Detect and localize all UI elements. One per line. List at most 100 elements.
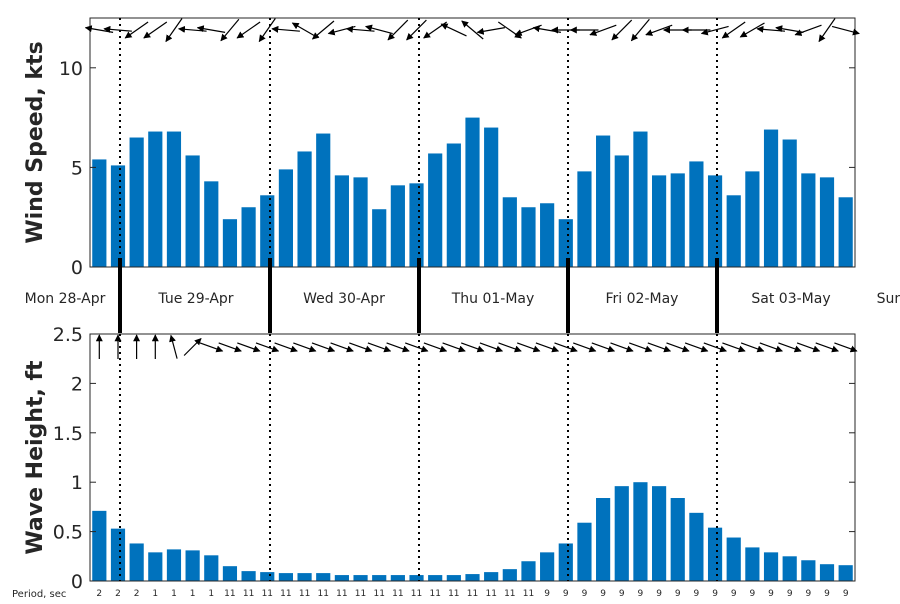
day-label: Thu 01-May xyxy=(451,291,535,307)
wind-bar xyxy=(428,153,443,267)
wave-direction-arrow xyxy=(237,342,261,353)
wave-bar xyxy=(110,528,126,581)
wind-ytick-label: 0 xyxy=(71,257,83,279)
wind-bar xyxy=(372,209,387,267)
wave-direction-arrow xyxy=(796,342,821,353)
wave-ytick-label: 1 xyxy=(71,472,83,494)
period-value: 9 xyxy=(656,589,662,599)
period-value: 2 xyxy=(134,589,140,599)
period-value: 2 xyxy=(96,589,102,599)
wave-direction-arrow xyxy=(591,342,616,353)
wave-direction-arrow xyxy=(628,342,653,353)
wind-bar xyxy=(782,139,797,267)
wave-bar xyxy=(819,564,835,581)
period-value: 11 xyxy=(448,589,459,599)
wave-bar xyxy=(558,543,573,581)
wind-bar xyxy=(763,129,779,267)
wind-direction-arrow xyxy=(220,18,240,42)
wave-bar xyxy=(838,565,853,581)
wave-direction-arrow xyxy=(535,342,560,353)
wave-direction-arrow xyxy=(479,342,504,353)
wind-direction-arrow xyxy=(271,25,300,33)
wave-bar xyxy=(297,573,312,581)
wind-bar xyxy=(689,161,704,267)
period-value: 11 xyxy=(224,589,235,599)
wind-direction-arrow xyxy=(794,24,822,36)
period-value: 1 xyxy=(152,589,158,599)
wave-bar xyxy=(614,486,629,581)
period-value: 11 xyxy=(336,589,347,599)
wind-bar xyxy=(278,169,293,267)
day-label: Mon 28-Apr xyxy=(25,291,106,307)
wave-direction-arrow xyxy=(404,342,429,353)
wind-bar xyxy=(316,133,331,267)
wave-bar xyxy=(129,543,144,581)
wind-bar xyxy=(819,177,835,267)
wave-bar xyxy=(166,549,182,581)
wind-direction-arrow xyxy=(124,21,149,39)
wind-direction-arrow xyxy=(476,27,506,35)
period-value: 9 xyxy=(675,589,681,599)
wind-direction-arrow xyxy=(387,19,409,41)
wind-bar xyxy=(838,197,853,267)
wave-direction-arrow xyxy=(778,342,802,353)
period-label: Period, sec xyxy=(12,589,66,600)
wave-direction-arrow xyxy=(759,342,783,353)
wind-bar xyxy=(577,171,592,267)
wave-bar xyxy=(540,552,555,581)
wave-bar xyxy=(428,575,443,581)
wave-bar xyxy=(92,510,107,581)
wind-direction-arrow xyxy=(721,21,746,39)
wind-direction-arrow xyxy=(818,18,836,43)
period-value: 11 xyxy=(373,589,384,599)
wind-bar xyxy=(596,135,611,267)
wind-bar xyxy=(652,175,667,267)
wind-bar xyxy=(353,177,368,267)
wave-ytick-label: 1.5 xyxy=(53,423,83,445)
period-value: 11 xyxy=(429,589,440,599)
wind-bar xyxy=(204,181,219,267)
wind-bar xyxy=(148,131,163,267)
wind-bar xyxy=(726,195,741,267)
wave-bar xyxy=(316,573,331,581)
wave-direction-arrow xyxy=(255,342,280,353)
wave-bar xyxy=(334,575,349,581)
wind-direction-arrow xyxy=(497,21,522,39)
wave-bar xyxy=(763,552,779,581)
wind-direction-arrow xyxy=(406,19,427,41)
wind-bar xyxy=(670,173,685,267)
wind-bar xyxy=(465,117,480,267)
period-value: 11 xyxy=(504,589,515,599)
wave-direction-arrow xyxy=(293,342,317,353)
wave-direction-arrow xyxy=(199,342,224,353)
wave-bar xyxy=(502,569,517,581)
wave-ytick-label: 2 xyxy=(71,373,83,395)
wind-direction-arrow xyxy=(775,25,804,33)
wind-direction-arrow xyxy=(700,25,729,36)
wave-direction-arrow xyxy=(442,342,466,353)
wave-bar xyxy=(801,560,816,581)
period-value: 11 xyxy=(355,589,366,599)
wave-direction-arrow xyxy=(684,342,709,353)
wind-direction-arrow xyxy=(291,22,317,38)
wave-bar xyxy=(390,575,405,581)
wind-direction-arrow xyxy=(440,23,467,37)
wave-bar xyxy=(260,572,275,581)
wave-bar xyxy=(745,547,760,581)
wind-direction-arrow xyxy=(365,24,393,35)
wave-bar xyxy=(782,556,797,581)
period-value: 1 xyxy=(190,589,196,599)
wave-direction-arrow xyxy=(554,342,578,353)
day-label: Sun xyxy=(877,291,900,307)
wave-direction-arrow xyxy=(349,342,373,353)
wind-axes-box xyxy=(89,17,856,268)
wind-bar xyxy=(222,219,238,267)
period-value: 11 xyxy=(299,589,310,599)
wind-direction-arrow xyxy=(461,20,484,40)
period-value: 11 xyxy=(523,589,534,599)
wind-direction-arrow xyxy=(103,25,132,33)
period-value: 11 xyxy=(243,589,254,599)
wave-bar xyxy=(577,522,592,581)
wave-bar xyxy=(689,512,704,581)
